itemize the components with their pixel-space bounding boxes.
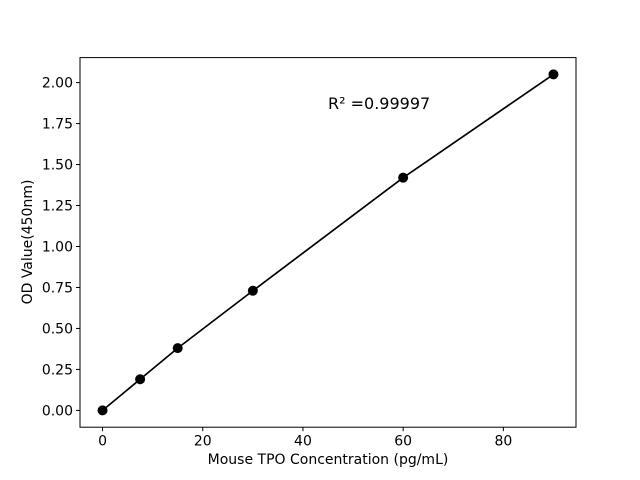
- x-tick-label: 40: [294, 434, 312, 450]
- x-tick-label: 80: [494, 434, 512, 450]
- y-tick-label: 1.25: [42, 199, 73, 215]
- y-tick-label: 0.75: [42, 280, 73, 296]
- y-tick-label: 0.00: [42, 403, 73, 419]
- data-point-marker: [398, 172, 409, 183]
- x-tick-label: 0: [98, 434, 107, 450]
- axes-spines: [79, 57, 577, 428]
- x-axis-label: Mouse TPO Concentration (pg/mL): [207, 452, 449, 468]
- y-tick-label: 1.00: [42, 239, 73, 255]
- y-tick-label: 1.50: [42, 158, 73, 174]
- data-point-marker: [135, 374, 146, 385]
- y-tick-label: 0.50: [42, 321, 73, 337]
- y-tick-label: 1.75: [42, 117, 73, 133]
- y-axis-label: OD Value(450nm): [20, 179, 36, 305]
- y-tick-label: 0.25: [42, 362, 73, 378]
- data-point-marker: [97, 405, 108, 416]
- data-point-marker: [548, 69, 559, 80]
- r-squared-annotation: R² =0.99997: [328, 94, 431, 114]
- x-tick-label: 60: [394, 434, 412, 450]
- data-point-marker: [172, 343, 183, 354]
- data-line: [102, 73, 554, 412]
- x-tick-label: 20: [194, 434, 212, 450]
- y-tick-label: 2.00: [42, 76, 73, 92]
- data-point-marker: [247, 285, 258, 296]
